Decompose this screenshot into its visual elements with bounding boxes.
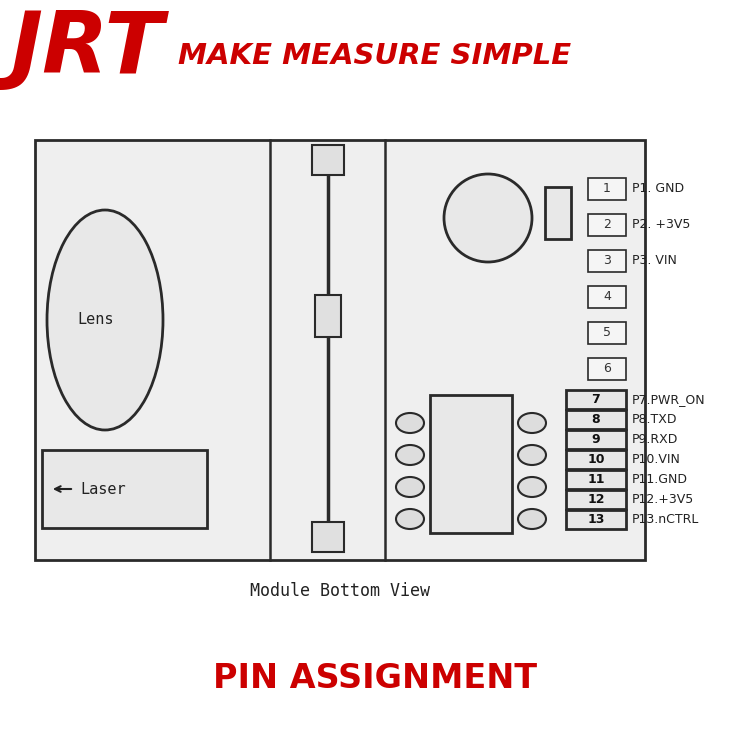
Bar bbox=[566, 510, 626, 529]
Bar bbox=[42, 450, 207, 528]
Text: P2. +3V5: P2. +3V5 bbox=[632, 218, 690, 232]
Bar bbox=[588, 322, 626, 344]
Text: 4: 4 bbox=[603, 290, 611, 304]
Bar bbox=[566, 430, 626, 449]
Bar bbox=[588, 286, 626, 308]
Text: P13.nCTRL: P13.nCTRL bbox=[632, 513, 699, 526]
Bar bbox=[312, 522, 344, 552]
Bar bbox=[545, 187, 571, 239]
Ellipse shape bbox=[518, 445, 546, 465]
Text: 5: 5 bbox=[603, 326, 611, 340]
Text: MAKE MEASURE SIMPLE: MAKE MEASURE SIMPLE bbox=[178, 42, 572, 70]
Bar bbox=[566, 390, 626, 409]
Ellipse shape bbox=[396, 413, 424, 433]
Ellipse shape bbox=[47, 210, 163, 430]
Text: JRT: JRT bbox=[10, 8, 164, 91]
Ellipse shape bbox=[396, 509, 424, 529]
Text: Module Bottom View: Module Bottom View bbox=[250, 582, 430, 600]
Text: P12.+3V5: P12.+3V5 bbox=[632, 493, 694, 506]
Text: 7: 7 bbox=[592, 393, 600, 406]
Bar bbox=[315, 295, 341, 337]
Bar bbox=[566, 410, 626, 429]
Text: P1. GND: P1. GND bbox=[632, 182, 684, 196]
Text: P3. VIN: P3. VIN bbox=[632, 254, 676, 268]
Text: 11: 11 bbox=[587, 473, 604, 486]
Ellipse shape bbox=[396, 445, 424, 465]
Bar bbox=[430, 395, 512, 533]
Text: 9: 9 bbox=[592, 433, 600, 446]
Text: Lens: Lens bbox=[77, 313, 113, 328]
Bar bbox=[588, 178, 626, 200]
Text: 10: 10 bbox=[587, 453, 604, 466]
Text: PIN ASSIGNMENT: PIN ASSIGNMENT bbox=[213, 662, 537, 694]
Text: 13: 13 bbox=[587, 513, 604, 526]
Text: 2: 2 bbox=[603, 218, 611, 232]
Text: 6: 6 bbox=[603, 362, 611, 376]
Text: P7.PWR_ON: P7.PWR_ON bbox=[632, 393, 706, 406]
Bar bbox=[588, 214, 626, 236]
Ellipse shape bbox=[518, 509, 546, 529]
Bar bbox=[588, 358, 626, 380]
Text: P8.TXD: P8.TXD bbox=[632, 413, 677, 426]
Ellipse shape bbox=[518, 413, 546, 433]
Circle shape bbox=[444, 174, 532, 262]
Bar bbox=[566, 450, 626, 469]
Bar bbox=[35, 140, 645, 560]
Bar bbox=[566, 490, 626, 509]
Bar bbox=[588, 250, 626, 272]
Text: P9.RXD: P9.RXD bbox=[632, 433, 678, 446]
Ellipse shape bbox=[396, 477, 424, 497]
Text: 8: 8 bbox=[592, 413, 600, 426]
Bar bbox=[566, 470, 626, 489]
Text: P10.VIN: P10.VIN bbox=[632, 453, 681, 466]
Text: 12: 12 bbox=[587, 493, 604, 506]
Text: P11.GND: P11.GND bbox=[632, 473, 688, 486]
Ellipse shape bbox=[518, 477, 546, 497]
Text: Laser: Laser bbox=[80, 482, 125, 496]
Text: 1: 1 bbox=[603, 182, 611, 196]
Bar bbox=[312, 145, 344, 175]
Text: 3: 3 bbox=[603, 254, 611, 268]
